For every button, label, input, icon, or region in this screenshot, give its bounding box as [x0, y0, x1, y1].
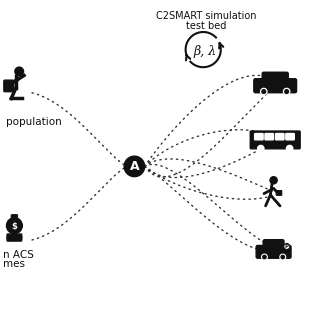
FancyBboxPatch shape	[7, 238, 22, 241]
FancyBboxPatch shape	[254, 79, 297, 93]
Circle shape	[285, 244, 289, 248]
Circle shape	[284, 244, 290, 249]
FancyBboxPatch shape	[276, 133, 284, 140]
FancyBboxPatch shape	[4, 80, 14, 92]
Text: test bed: test bed	[186, 21, 227, 31]
Text: P: P	[285, 244, 289, 249]
FancyBboxPatch shape	[7, 236, 22, 239]
FancyBboxPatch shape	[265, 133, 273, 140]
Text: mes: mes	[3, 259, 25, 268]
FancyBboxPatch shape	[256, 245, 291, 258]
FancyBboxPatch shape	[263, 240, 284, 249]
Circle shape	[285, 90, 289, 93]
Text: n ACS: n ACS	[3, 250, 34, 260]
Circle shape	[258, 145, 264, 152]
Circle shape	[262, 90, 266, 93]
Text: C2SMART simulation: C2SMART simulation	[156, 11, 257, 21]
Circle shape	[260, 88, 267, 95]
Text: $: $	[12, 222, 17, 231]
FancyBboxPatch shape	[12, 215, 18, 220]
Circle shape	[262, 254, 267, 260]
Text: population: population	[6, 117, 62, 127]
FancyBboxPatch shape	[276, 191, 282, 195]
FancyBboxPatch shape	[262, 72, 288, 83]
Circle shape	[15, 67, 24, 76]
FancyBboxPatch shape	[250, 131, 300, 149]
Text: A: A	[130, 160, 139, 173]
Circle shape	[280, 254, 285, 260]
Circle shape	[6, 218, 22, 234]
Circle shape	[270, 177, 277, 184]
FancyBboxPatch shape	[7, 234, 22, 237]
Circle shape	[281, 255, 284, 259]
Text: β, λ: β, λ	[193, 45, 216, 58]
Circle shape	[286, 145, 293, 152]
Circle shape	[263, 255, 266, 259]
FancyBboxPatch shape	[255, 133, 263, 140]
Circle shape	[124, 156, 145, 177]
Circle shape	[284, 88, 290, 95]
FancyBboxPatch shape	[286, 133, 294, 140]
